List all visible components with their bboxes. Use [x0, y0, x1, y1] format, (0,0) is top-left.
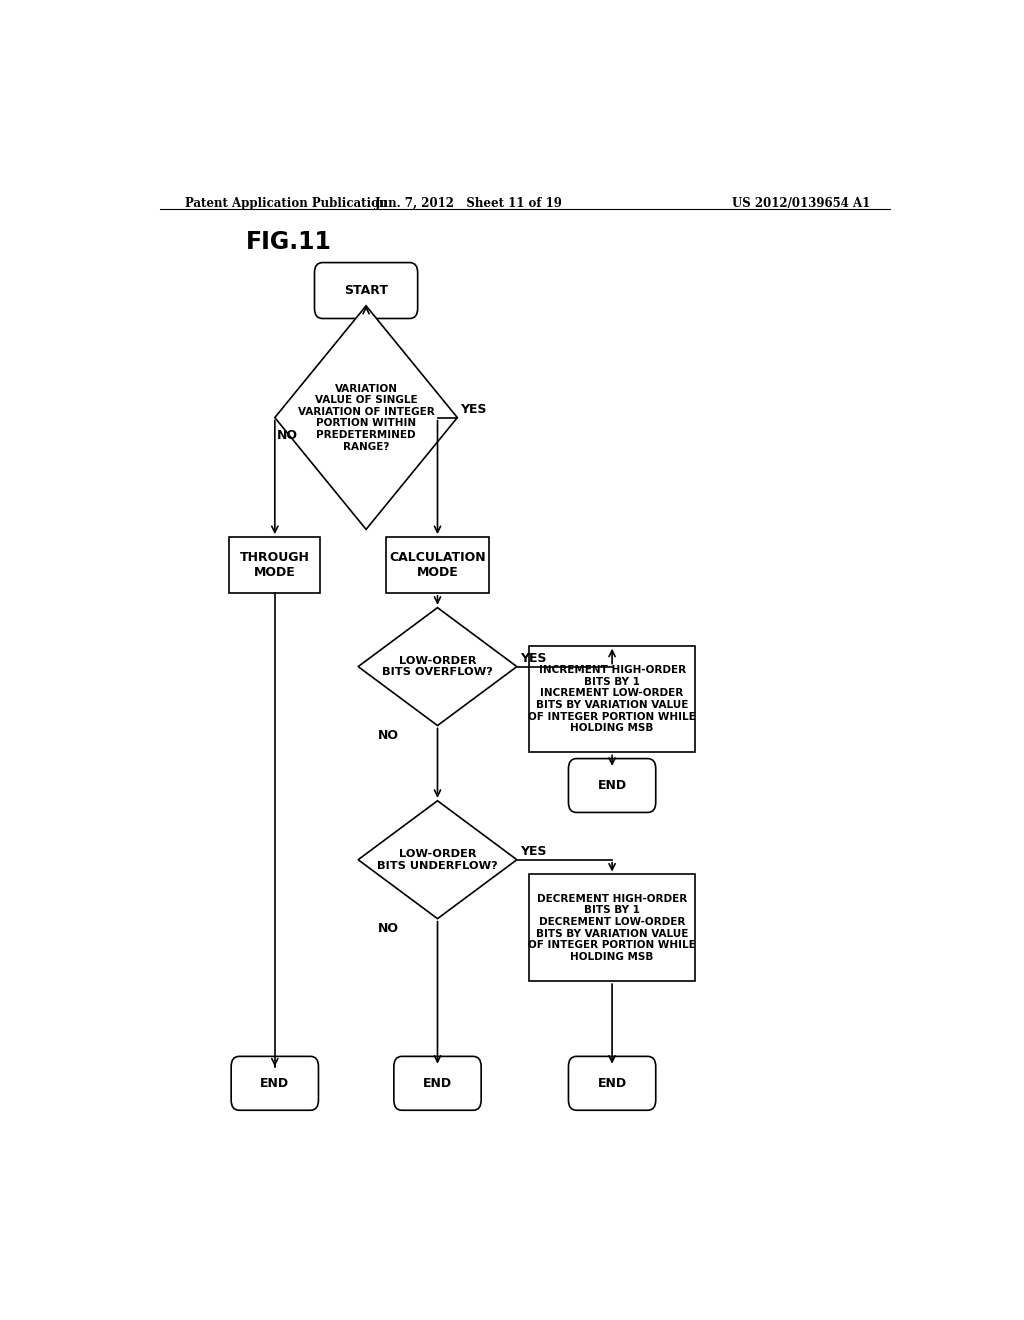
Text: Jun. 7, 2012   Sheet 11 of 19: Jun. 7, 2012 Sheet 11 of 19 — [376, 197, 563, 210]
Text: END: END — [423, 1077, 452, 1090]
FancyBboxPatch shape — [231, 1056, 318, 1110]
Text: NO: NO — [378, 729, 399, 742]
Text: LOW-ORDER
BITS OVERFLOW?: LOW-ORDER BITS OVERFLOW? — [382, 656, 493, 677]
Text: US 2012/0139654 A1: US 2012/0139654 A1 — [732, 197, 870, 210]
Text: END: END — [598, 1077, 627, 1090]
Text: DECREMENT HIGH-ORDER
BITS BY 1
DECREMENT LOW-ORDER
BITS BY VARIATION VALUE
OF IN: DECREMENT HIGH-ORDER BITS BY 1 DECREMENT… — [528, 894, 696, 962]
FancyBboxPatch shape — [568, 759, 655, 812]
Bar — [386, 537, 489, 593]
Text: END: END — [260, 1077, 290, 1090]
Text: START: START — [344, 284, 388, 297]
Text: NO: NO — [378, 923, 399, 936]
Text: THROUGH
MODE: THROUGH MODE — [240, 550, 309, 579]
Text: CALCULATION
MODE: CALCULATION MODE — [389, 550, 485, 579]
Text: YES: YES — [520, 845, 547, 858]
Text: YES: YES — [461, 403, 487, 416]
Polygon shape — [274, 306, 458, 529]
Text: END: END — [598, 779, 627, 792]
Text: LOW-ORDER
BITS UNDERFLOW?: LOW-ORDER BITS UNDERFLOW? — [377, 849, 498, 870]
FancyBboxPatch shape — [568, 1056, 655, 1110]
Text: Patent Application Publication: Patent Application Publication — [185, 197, 388, 210]
Text: FIG.11: FIG.11 — [246, 230, 332, 253]
Bar — [229, 537, 321, 593]
Text: NO: NO — [278, 429, 298, 442]
Polygon shape — [358, 801, 517, 919]
Bar — [528, 645, 695, 752]
FancyBboxPatch shape — [314, 263, 418, 318]
Text: YES: YES — [520, 652, 547, 665]
Bar — [528, 874, 695, 981]
Polygon shape — [358, 607, 517, 726]
Text: INCREMENT HIGH-ORDER
BITS BY 1
INCREMENT LOW-ORDER
BITS BY VARIATION VALUE
OF IN: INCREMENT HIGH-ORDER BITS BY 1 INCREMENT… — [528, 665, 696, 733]
FancyBboxPatch shape — [394, 1056, 481, 1110]
Text: VARIATION
VALUE OF SINGLE
VARIATION OF INTEGER
PORTION WITHIN
PREDETERMINED
RANG: VARIATION VALUE OF SINGLE VARIATION OF I… — [298, 384, 434, 451]
